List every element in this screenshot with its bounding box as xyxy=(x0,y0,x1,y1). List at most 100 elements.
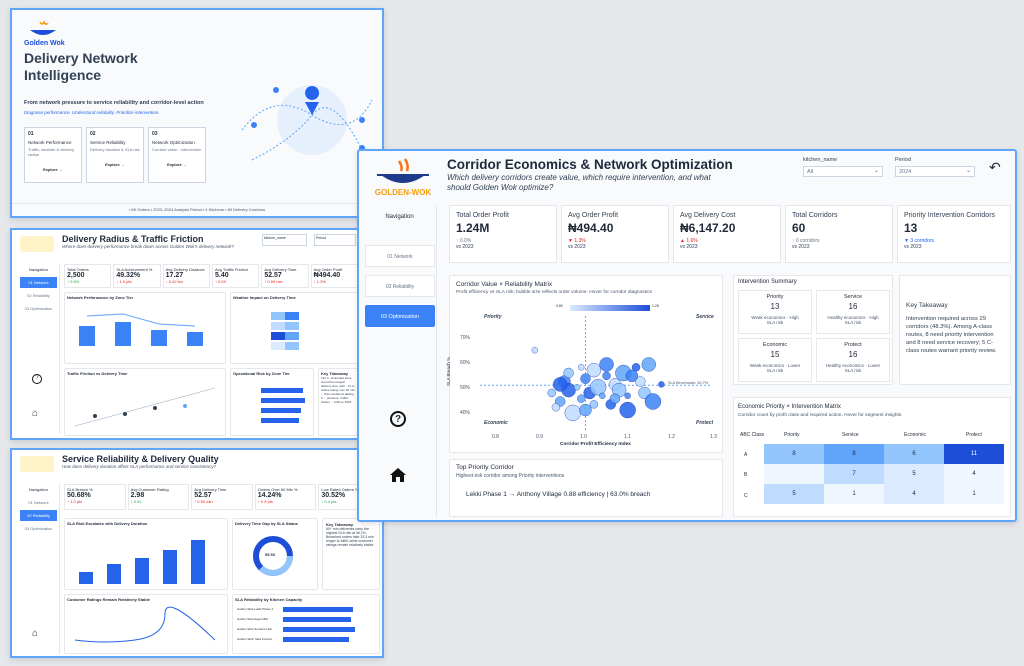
cover-card-network[interactable]: 01 Network Performance Traffic, weather … xyxy=(24,127,82,183)
page2-filter2[interactable]: Period xyxy=(314,234,356,246)
heatmap-cell[interactable]: 8 xyxy=(824,444,884,464)
summary-priority[interactable]: Priority 13 Weak economics · High SLA ri… xyxy=(738,290,812,334)
corridor-bubble[interactable] xyxy=(531,347,539,354)
heatmap-cell[interactable]: 1 xyxy=(944,484,1004,504)
page3-title: Service Reliability & Delivery Quality xyxy=(62,454,219,464)
nav-reliability[interactable]: 02 Reliability xyxy=(365,275,435,297)
summary-economic[interactable]: Economic 15 Weak economics · Lower SLA r… xyxy=(738,338,812,382)
corridor-bubble[interactable] xyxy=(644,393,662,410)
back-icon[interactable]: ↶ xyxy=(989,159,1001,175)
corridor-bubble[interactable] xyxy=(599,392,606,400)
corridor-bubble[interactable] xyxy=(586,362,602,378)
page2-filter1[interactable]: kitchen_name xyxy=(262,234,307,246)
kpi-total-profit: Total Order Profit 1.24M ↑ 0.0% vs 2023 xyxy=(449,205,557,263)
corridor-bubble[interactable] xyxy=(552,377,568,392)
corridor-bubble[interactable] xyxy=(658,381,665,388)
corridor-bubble[interactable] xyxy=(577,394,586,403)
home-icon[interactable]: ⌂ xyxy=(32,628,39,639)
nav-heading: Navigation xyxy=(385,214,414,220)
page2-kpis: Total Orders 2,500 ↑ 0.0% SLA Achievement … xyxy=(64,264,358,288)
time-gap-panel: Delivery Time Gap by SLA Status 55.53 xyxy=(232,518,318,590)
period-filter[interactable]: 2024 ⌄ xyxy=(895,166,975,177)
summary-service[interactable]: Service 16 Healthy economics · High SLA … xyxy=(816,290,890,334)
kpi-avg-profit: Avg Order Profit ₦494.40 ▼ 1.3% vs 2023 xyxy=(561,205,669,263)
kitchen-panel: SLA Reliability by Kitchen Capacity Gold… xyxy=(232,594,380,654)
optimization-page: GOLDEN-WOK Corridor Economics & Network … xyxy=(357,149,1017,522)
kpi-card: Avg Delivery Time 52.57 ↑ 0.59 min xyxy=(261,264,309,288)
top-priority-panel: Top Priority Corridor Highest-risk corri… xyxy=(449,459,723,517)
corridor-bubble[interactable] xyxy=(641,357,656,372)
cover-page: Golden Wok Delivery Network Intelligence… xyxy=(10,8,384,218)
quad-protect: Protect xyxy=(696,420,714,426)
kpi-priority-corridors: Priority Intervention Corridors 13 ▼ 3 c… xyxy=(897,205,1011,263)
heatmap-cell[interactable]: 4 xyxy=(884,484,944,504)
kpi-total-corridors: Total Corridors 60 ↑ 0 corridors vs 2023 xyxy=(785,205,893,263)
corridor-bubble[interactable] xyxy=(580,373,591,384)
corridor-bubble[interactable] xyxy=(624,392,631,400)
nav-network[interactable]: 01 Network xyxy=(20,277,57,288)
corridor-bubble[interactable] xyxy=(547,388,556,398)
corridor-bubble[interactable] xyxy=(564,404,582,422)
kitchen-filter[interactable]: All ⌄ xyxy=(803,166,883,177)
corridor-bubble[interactable] xyxy=(551,402,561,412)
quad-priority: Priority xyxy=(484,314,502,320)
sla-bars xyxy=(79,540,205,584)
corridor-bubble[interactable] xyxy=(609,393,621,404)
corridor-bubble[interactable] xyxy=(578,364,585,371)
cover-subtag: Diagnose performance. Understand reliabi… xyxy=(24,110,160,115)
corridor-bubble[interactable] xyxy=(625,369,639,383)
corridor-bubble[interactable] xyxy=(589,379,607,396)
corridor-bubble[interactable] xyxy=(589,400,599,409)
cover-card-reliability[interactable]: 02 Service Reliability Delivery duration… xyxy=(86,127,144,183)
heatmap-cell[interactable]: 7 xyxy=(824,464,884,484)
page3-kpis: SLA Breach % 50.68% ↑ 1.0 pts Avg Customer… xyxy=(64,484,380,510)
corridor-bubble[interactable] xyxy=(602,371,611,381)
corridor-bubble[interactable] xyxy=(563,367,574,379)
heatmap-cell[interactable]: 11 xyxy=(944,444,1004,464)
kpi-card: SLA Breach % 50.68% ↑ 1.0 pts xyxy=(64,484,126,510)
heatmap-cell[interactable]: 5 xyxy=(884,464,944,484)
help-icon[interactable]: ? xyxy=(390,411,406,427)
intervention-heatmap[interactable]: 8 8 6 11 7 5 4 5 1 4 1 xyxy=(764,444,1004,506)
filter1-label: kitchen_name xyxy=(803,157,838,163)
ytick: 40% xyxy=(460,410,471,416)
cover-cards: 01 Network Performance Traffic, weather … xyxy=(24,127,224,187)
nav-reliability[interactable]: 02 Reliability xyxy=(27,293,50,298)
friction-panel: Traffic Friction vs Delivery Time xyxy=(64,368,226,436)
intervention-summary-panel: Intervention Summary Priority 13 Weak ec… xyxy=(733,275,893,385)
color-legend xyxy=(570,305,650,311)
cover-card-optimization[interactable]: 03 Network Optimization Corridor value -… xyxy=(148,127,206,183)
page-title: Corridor Economics & Network Optimizatio… xyxy=(447,157,733,172)
corridor-bubble[interactable] xyxy=(579,403,592,417)
nav-optimization[interactable]: 03 Optimization xyxy=(365,305,435,327)
cover-tagline: From network pressure to service reliabi… xyxy=(24,100,204,106)
xtick: 1.3 xyxy=(710,434,717,440)
heatmap-cell[interactable]: 8 xyxy=(764,444,824,464)
brand-name: Golden Wok xyxy=(24,40,65,47)
heatmap-cell[interactable]: 1 xyxy=(824,484,884,504)
nav-network[interactable]: 01 Network xyxy=(28,500,49,505)
nav-optimization[interactable]: 03 Optimization xyxy=(24,526,53,531)
sla-donut xyxy=(253,536,293,576)
home-icon[interactable] xyxy=(389,467,407,488)
kpi-card: Avg Order Profit ₦494.40 ↓ 1.3% xyxy=(310,264,358,288)
help-icon[interactable]: ? xyxy=(32,374,42,384)
heatmap-cell[interactable]: 6 xyxy=(884,444,944,464)
corridor-bubble[interactable] xyxy=(631,363,641,372)
nav-network[interactable]: 01 Network xyxy=(365,245,435,267)
corridor-bubble[interactable] xyxy=(619,401,636,419)
corridor-bubble[interactable] xyxy=(573,384,581,391)
corridor-bubble[interactable] xyxy=(635,376,646,387)
heatmap-cell[interactable]: 4 xyxy=(944,464,1004,484)
heatmap-cell[interactable] xyxy=(764,464,824,484)
nav-optimization[interactable]: 03 Optimization xyxy=(24,306,53,311)
home-icon[interactable]: ⌂ xyxy=(32,408,39,419)
kpi-card: Avg Delivery Distance 17.27 ↓ 0.42 km xyxy=(162,264,210,288)
heatmap-cell[interactable]: 5 xyxy=(764,484,824,504)
corridor-scatter-chart[interactable] xyxy=(450,312,722,452)
nav-reliability[interactable]: 02 Reliability xyxy=(20,510,57,521)
zone-bar-chart xyxy=(79,313,203,346)
quad-service: Service xyxy=(696,314,714,320)
summary-protect[interactable]: Protect 16 Healthy economics · Lower SLA… xyxy=(816,338,890,382)
corridor-bubble[interactable] xyxy=(599,357,614,372)
